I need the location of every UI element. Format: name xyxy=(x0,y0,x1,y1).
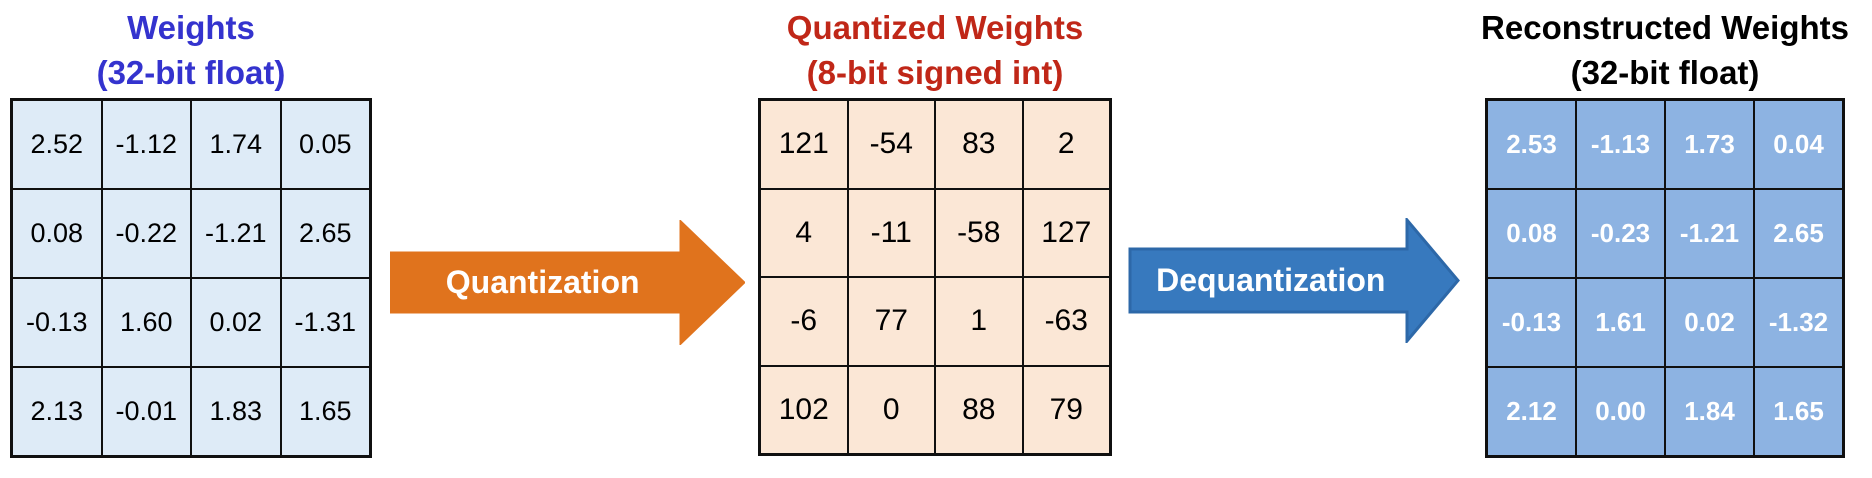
matrix-cell: 2.65 xyxy=(280,189,370,278)
matrix-cell: -1.12 xyxy=(101,100,191,189)
reconstructed-weights-matrix: 2.53 -1.13 1.73 0.04 0.08 -0.23 -1.21 2.65 -0.13… xyxy=(1485,98,1845,458)
quantized-weights-title-line2: (8-bit signed int) xyxy=(806,54,1064,91)
matrix-cell: 77 xyxy=(847,277,935,366)
weights-title-line1: Weights xyxy=(127,9,255,46)
matrix-cell: 88 xyxy=(935,365,1023,454)
matrix-cell: -1.32 xyxy=(1754,278,1843,367)
reconstructed-weights-title-line1: Reconstructed Weights xyxy=(1481,9,1849,46)
weights-panel: Weights (32-bit float) 2.52 -1.12 1.74 0.05… xyxy=(10,2,372,458)
matrix-cell: 0.02 xyxy=(1665,278,1754,367)
reconstructed-weights-title: Reconstructed Weights (32-bit float) xyxy=(1481,5,1849,98)
matrix-cell: 1.65 xyxy=(1754,367,1843,456)
matrix-cell: 2.12 xyxy=(1487,367,1576,456)
reconstructed-weights-panel: Reconstructed Weights (32-bit float) 2.5… xyxy=(1481,2,1849,458)
matrix-cell: -58 xyxy=(935,188,1023,277)
matrix-cell: -1.21 xyxy=(191,189,281,278)
matrix-cell: 102 xyxy=(760,365,848,454)
matrix-cell: 121 xyxy=(760,100,848,189)
dequantization-arrow-shape xyxy=(1128,218,1460,343)
quantization-arrow-shape xyxy=(390,220,745,345)
matrix-cell: 1.83 xyxy=(191,367,281,456)
matrix-cell: 0.05 xyxy=(280,100,370,189)
matrix-cell: 0.02 xyxy=(191,278,281,367)
weights-matrix: 2.52 -1.12 1.74 0.05 0.08 -0.22 -1.21 2.65 -0.13… xyxy=(10,98,372,458)
quantization-arrow-polygon xyxy=(390,220,745,345)
matrix-cell: 2.52 xyxy=(12,100,102,189)
matrix-cell: 2 xyxy=(1022,100,1110,189)
matrix-cell: 0.04 xyxy=(1754,100,1843,189)
matrix-cell: -0.23 xyxy=(1576,189,1665,278)
matrix-cell: -0.01 xyxy=(101,367,191,456)
matrix-cell: -11 xyxy=(847,188,935,277)
matrix-cell: -1.31 xyxy=(280,278,370,367)
matrix-cell: -0.13 xyxy=(12,278,102,367)
quantized-weights-matrix: 121 -54 83 2 4 -11 -58 127 -6 77 1 -63 102 0 88 79 xyxy=(758,98,1112,456)
matrix-cell: -0.22 xyxy=(101,189,191,278)
quantization-arrow: Quantization xyxy=(390,220,745,345)
matrix-cell: 1.60 xyxy=(101,278,191,367)
dequantization-arrow: Dequantization xyxy=(1128,218,1460,343)
matrix-cell: 1 xyxy=(935,277,1023,366)
matrix-cell: -63 xyxy=(1022,277,1110,366)
matrix-cell: 2.65 xyxy=(1754,189,1843,278)
matrix-cell: 0.00 xyxy=(1576,367,1665,456)
matrix-cell: 1.74 xyxy=(191,100,281,189)
matrix-cell: 0.08 xyxy=(1487,189,1576,278)
matrix-cell: 83 xyxy=(935,100,1023,189)
reconstructed-weights-title-line2: (32-bit float) xyxy=(1570,54,1760,91)
quantized-weights-panel: Quantized Weights (8-bit signed int) 121… xyxy=(758,2,1112,456)
dequantization-arrow-polygon xyxy=(1128,218,1460,343)
matrix-cell: -6 xyxy=(760,277,848,366)
matrix-cell: -0.13 xyxy=(1487,278,1576,367)
matrix-cell: 2.13 xyxy=(12,367,102,456)
quantization-arrow-label: Quantization xyxy=(445,264,640,300)
quantized-weights-title-line1: Quantized Weights xyxy=(786,9,1084,46)
matrix-cell: 79 xyxy=(1022,365,1110,454)
matrix-cell: 127 xyxy=(1022,188,1110,277)
matrix-cell: 2.53 xyxy=(1487,100,1576,189)
matrix-cell: 1.61 xyxy=(1576,278,1665,367)
matrix-cell: 1.84 xyxy=(1665,367,1754,456)
quantized-weights-title: Quantized Weights (8-bit signed int) xyxy=(787,5,1083,98)
weights-title: Weights (32-bit float) xyxy=(97,5,286,98)
matrix-cell: 4 xyxy=(760,188,848,277)
matrix-cell: 1.73 xyxy=(1665,100,1754,189)
matrix-cell: -54 xyxy=(847,100,935,189)
matrix-cell: 0.08 xyxy=(12,189,102,278)
matrix-cell: 0 xyxy=(847,365,935,454)
weights-title-line2: (32-bit float) xyxy=(96,54,286,91)
matrix-cell: 1.65 xyxy=(280,367,370,456)
matrix-cell: -1.21 xyxy=(1665,189,1754,278)
dequantization-arrow-label: Dequantization xyxy=(1156,262,1386,298)
matrix-cell: -1.13 xyxy=(1576,100,1665,189)
